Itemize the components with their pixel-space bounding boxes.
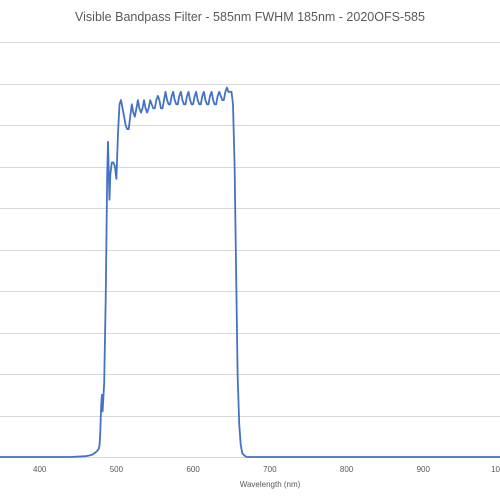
chart-title: Visible Bandpass Filter - 585nm FWHM 185… <box>75 10 425 24</box>
x-tick-label: 400 <box>33 465 47 474</box>
x-tick-label: 500 <box>110 465 124 474</box>
x-axis-label: Wavelength (nm) <box>240 480 301 489</box>
x-tick-label: 600 <box>186 465 200 474</box>
x-tick-label: 800 <box>340 465 354 474</box>
gridlines <box>0 42 500 458</box>
x-tick-label: 1000 <box>491 465 500 474</box>
x-tick-label: 900 <box>417 465 431 474</box>
x-tick-label: 700 <box>263 465 277 474</box>
series-line <box>0 86 500 458</box>
x-axis-ticks: 400 500 600 700 800 900 1000 <box>33 465 500 474</box>
series-layer <box>0 86 500 458</box>
